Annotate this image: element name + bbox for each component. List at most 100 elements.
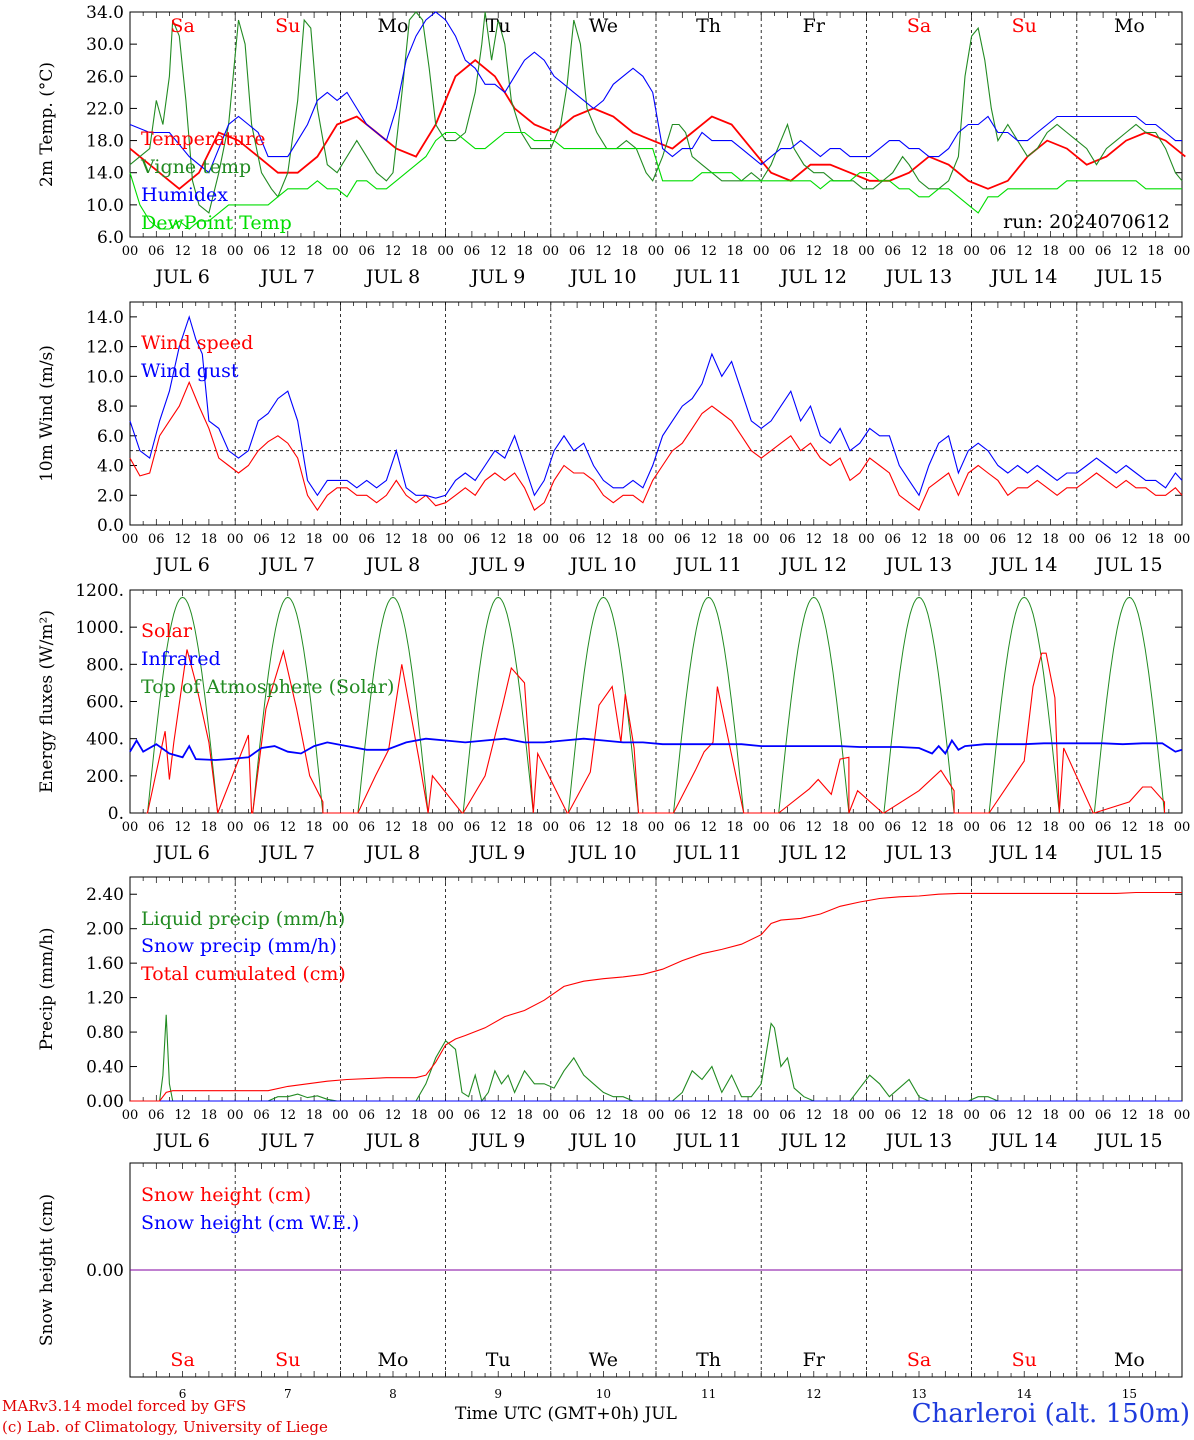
weekday-label: Su	[275, 15, 300, 37]
day-label: JUL 13	[884, 842, 952, 864]
hour-label: 12	[595, 1108, 612, 1123]
y-tick-label: 4.0	[97, 457, 124, 477]
hour-label: 06	[569, 532, 586, 547]
y-tick-label: 14.0	[86, 308, 124, 328]
day-label: JUL 9	[469, 842, 525, 864]
day-number: 8	[389, 1387, 397, 1401]
y-tick-label: 2.40	[86, 885, 124, 905]
weekday-label: Th	[696, 1349, 721, 1371]
hour-label: 18	[621, 532, 638, 547]
hour-label: 18	[621, 244, 638, 259]
hour-label: 00	[437, 244, 454, 259]
hour-label: 00	[1174, 1108, 1191, 1123]
hour-label: 00	[963, 244, 980, 259]
hour-label: 18	[832, 1108, 849, 1123]
hour-label: 06	[674, 244, 691, 259]
hour-label: 18	[1147, 820, 1164, 835]
hour-label: 06	[884, 820, 901, 835]
hour-label: 06	[990, 244, 1007, 259]
legend-temperature: Temperature	[141, 128, 265, 150]
weekday-label: Mo	[378, 1349, 409, 1371]
hour-label: 06	[674, 532, 691, 547]
hour-label: 06	[1095, 1108, 1112, 1123]
y-tick-label: 2.00	[86, 920, 124, 940]
weekday-label: Th	[696, 15, 721, 37]
hour-label: 18	[306, 532, 323, 547]
toa-solar-line	[357, 596, 429, 814]
hour-label: 12	[911, 532, 928, 547]
hour-label: 18	[937, 1108, 954, 1123]
y-tick-label: 6.0	[97, 228, 124, 248]
y-axis-label: Precip (mm/h)	[37, 927, 57, 1050]
weekday-label: Tu	[486, 15, 511, 37]
hour-label: 06	[779, 244, 796, 259]
day-label: JUL 12	[779, 842, 847, 864]
hour-label: 06	[358, 1108, 375, 1123]
day-label: JUL 14	[989, 842, 1057, 864]
hour-label: 00	[753, 532, 770, 547]
y-tick-label: 1000.	[75, 618, 124, 638]
hour-label: 12	[911, 244, 928, 259]
hour-label: 12	[490, 1108, 507, 1123]
y-tick-label: 10.0	[86, 196, 124, 216]
hour-label: 06	[569, 244, 586, 259]
hour-label: 00	[858, 820, 875, 835]
weekday-label: We	[589, 15, 618, 37]
hour-label: 12	[280, 820, 297, 835]
hour-label: 12	[700, 244, 717, 259]
legend-wind-speed: Wind speed	[141, 332, 253, 354]
hour-label: 12	[911, 1108, 928, 1123]
day-label: JUL 11	[673, 1130, 741, 1152]
hour-label: 18	[411, 1108, 428, 1123]
hour-label: 06	[779, 1108, 796, 1123]
hour-label: 00	[1174, 820, 1191, 835]
hour-label: 12	[385, 244, 402, 259]
hour-label: 12	[490, 532, 507, 547]
day-number: 9	[494, 1387, 502, 1401]
hour-label: 00	[543, 1108, 560, 1123]
day-label: JUL 8	[364, 1130, 420, 1152]
day-label: JUL 15	[1094, 554, 1162, 576]
hour-label: 06	[358, 820, 375, 835]
hour-label: 00	[332, 244, 349, 259]
day-number: 13	[911, 1387, 926, 1401]
hour-label: 06	[148, 244, 165, 259]
hour-label: 18	[1042, 532, 1059, 547]
time-axis-title: Time UTC (GMT+0h) JUL	[455, 1404, 677, 1424]
series-line-wind-speed	[129, 380, 1183, 512]
day-label: JUL 14	[989, 266, 1057, 288]
hour-label: 00	[332, 820, 349, 835]
weekday-label: Mo	[378, 15, 409, 37]
hour-label: 00	[1069, 820, 1086, 835]
hour-label: 12	[385, 532, 402, 547]
toa-solar-line	[462, 596, 534, 814]
hour-label: 12	[174, 820, 191, 835]
y-tick-label: 1.60	[86, 954, 124, 974]
toa-solar-line	[883, 596, 955, 814]
weekday-label: Su	[275, 1349, 300, 1371]
toa-solar-line	[567, 596, 639, 814]
day-label: JUL 7	[259, 266, 315, 288]
hour-label: 00	[1069, 1108, 1086, 1123]
weekday-label: Sa	[907, 15, 931, 37]
hour-label: 18	[621, 820, 638, 835]
day-label: JUL 7	[259, 554, 315, 576]
day-number: 6	[179, 1387, 187, 1401]
day-label: JUL 7	[259, 842, 315, 864]
hour-label: 18	[1147, 1108, 1164, 1123]
hour-label: 12	[1121, 244, 1138, 259]
day-label: JUL 10	[568, 554, 636, 576]
y-tick-label: 26.0	[86, 67, 124, 87]
hour-label: 00	[753, 1108, 770, 1123]
hour-label: 00	[332, 532, 349, 547]
day-label: JUL 11	[673, 842, 741, 864]
hour-label: 18	[516, 1108, 533, 1123]
y-tick-label: 200.	[86, 767, 124, 787]
day-label: JUL 14	[989, 554, 1057, 576]
hour-label: 06	[884, 532, 901, 547]
day-number: 7	[284, 1387, 292, 1401]
hour-label: 12	[595, 244, 612, 259]
toa-solar-line	[673, 596, 745, 814]
legend-total-cumulated-cm-: Total cumulated (cm)	[141, 963, 346, 985]
